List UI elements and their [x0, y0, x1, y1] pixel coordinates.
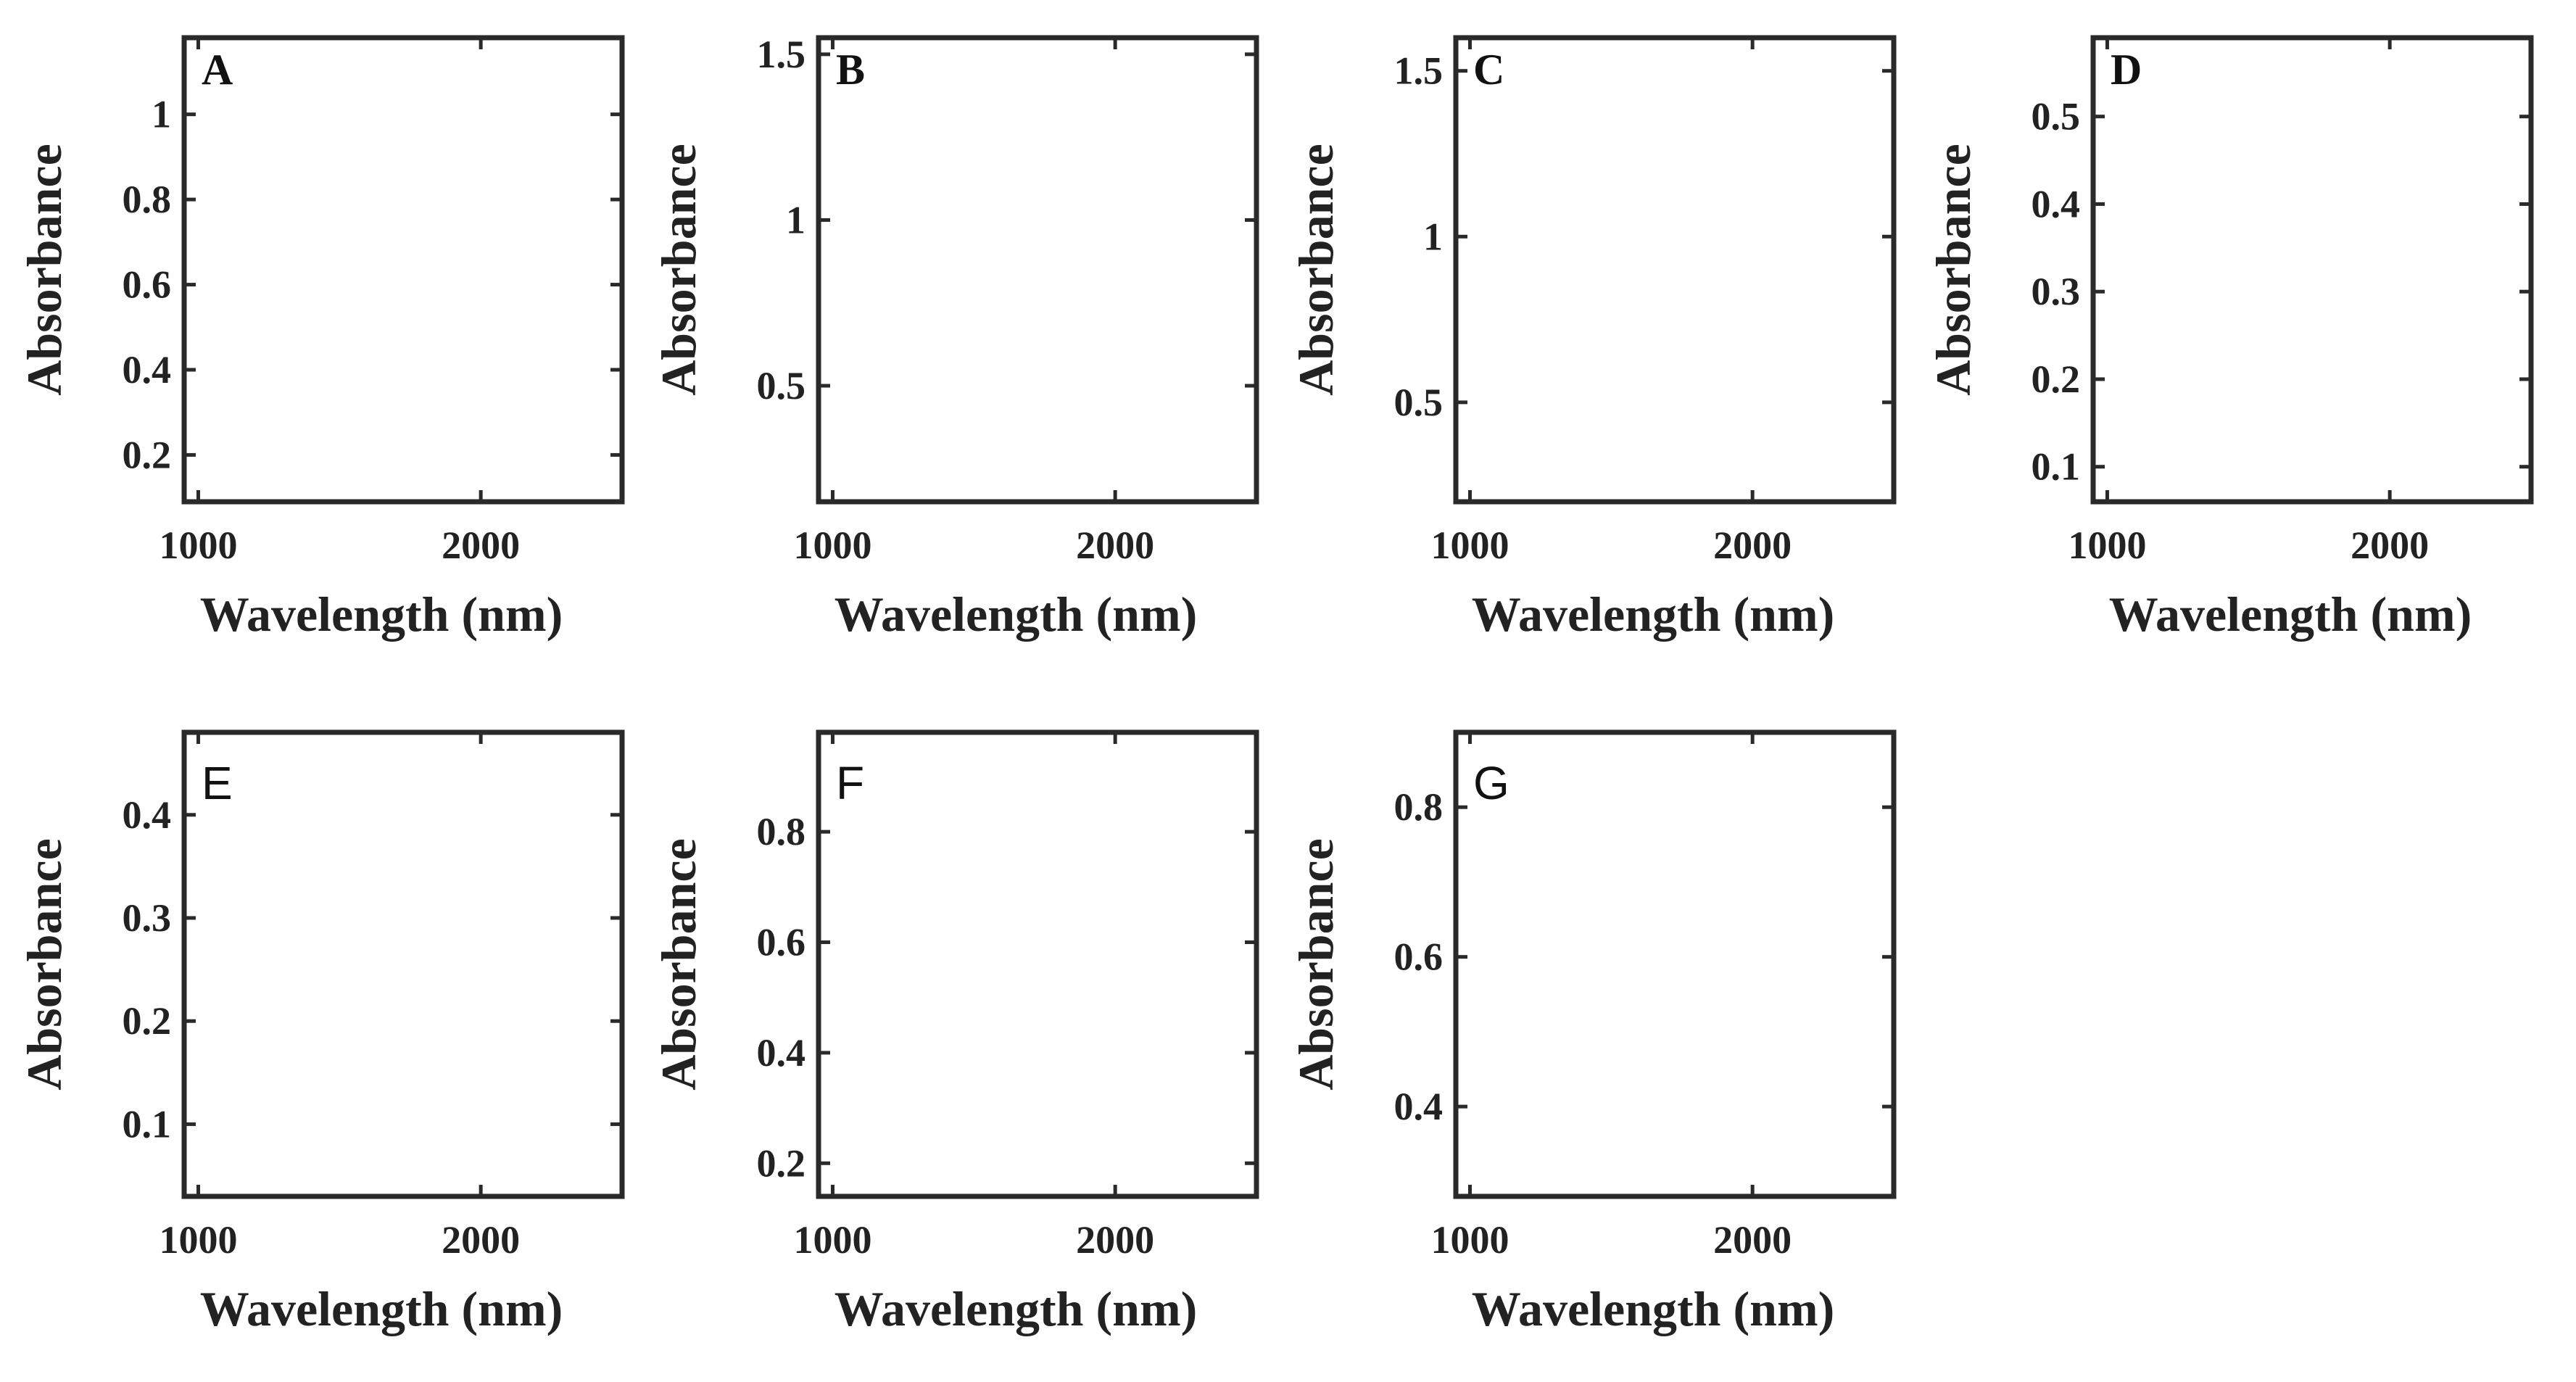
y-tick-label-D-2: 0.3	[2032, 270, 2081, 313]
panel-B: 1000 2000 0.5 1 1.5 Wavelength (nm) Absorbance…	[651, 33, 1259, 642]
x-tick-label-E-0: 1000	[159, 1218, 237, 1262]
y-tick-label-C-2: 1.5	[1394, 49, 1444, 93]
x-tick-label-B-1: 2000	[1076, 524, 1154, 567]
axes-frame-C	[1453, 35, 1897, 505]
x-tick-label-C-0: 1000	[1430, 524, 1509, 567]
panel-label-C: C	[1473, 46, 1504, 94]
y-tick-label-F-2: 0.6	[757, 921, 806, 964]
y-tick-label-D-4: 0.5	[2032, 95, 2081, 138]
panel-label-G: G	[1473, 757, 1509, 809]
panel-F: 1000 2000 0.2 0.4 0.6 0.8 Wavelength (nm) Absor…	[651, 729, 1259, 1336]
y-axis-title-A: Absorbance	[17, 144, 72, 396]
panel-A: 1000 2000 0.2 0.4 0.6 0.8 1 Wavelength (nm) Abso…	[17, 35, 625, 642]
y-tick-label-C-1: 1	[1423, 215, 1443, 258]
panel-label-E: E	[202, 757, 233, 809]
x-axis-title-E: Wavelength (nm)	[200, 1281, 563, 1336]
y-tick-label-E-3: 0.4	[123, 793, 172, 837]
y-axis-title-G: Absorbance	[1288, 838, 1343, 1091]
y-axis-title-F: Absorbance	[651, 838, 706, 1091]
x-axis-title-G: Wavelength (nm)	[1472, 1281, 1835, 1336]
y-tick-label-B-0: 0.5	[757, 364, 806, 407]
panel-C: 1000 2000 0.5 1 1.5 Wavelength (nm) Absorbance…	[1288, 35, 1897, 642]
y-axis-title-D: Absorbance	[1926, 144, 1981, 396]
axes-frame-D	[2090, 35, 2534, 505]
axes-frame-A	[181, 35, 625, 505]
axes-frame-F	[816, 729, 1259, 1199]
y-tick-label-G-0: 0.4	[1394, 1085, 1444, 1128]
y-tick-label-F-3: 0.8	[757, 810, 806, 853]
x-tick-label-G-0: 1000	[1430, 1218, 1509, 1262]
y-tick-label-B-2: 1.5	[757, 33, 806, 76]
x-tick-label-B-0: 1000	[793, 524, 871, 567]
y-axis-title-E: Absorbance	[17, 838, 72, 1091]
y-tick-label-F-0: 0.2	[757, 1141, 806, 1185]
y-tick-label-A-4: 1	[152, 93, 171, 136]
y-tick-label-E-0: 0.1	[123, 1102, 172, 1146]
y-tick-label-E-1: 0.2	[123, 999, 172, 1043]
axes-frame-G	[1453, 729, 1897, 1199]
y-tick-label-A-2: 0.6	[123, 263, 172, 307]
panel-D: 1000 2000 0.1 0.2 0.3 0.4 0.5 Wavelength (nm) Ab…	[1926, 35, 2534, 642]
y-tick-label-A-0: 0.2	[123, 433, 172, 476]
x-axis-title-C: Wavelength (nm)	[1472, 587, 1835, 642]
y-tick-label-A-3: 0.8	[123, 178, 172, 221]
x-axis-title-F: Wavelength (nm)	[834, 1281, 1198, 1336]
x-tick-label-F-1: 2000	[1076, 1218, 1154, 1262]
y-tick-label-G-2: 0.8	[1394, 785, 1444, 829]
y-axis-title-C: Absorbance	[1288, 144, 1343, 396]
panel-label-D: D	[2111, 46, 2142, 94]
y-tick-label-G-1: 0.6	[1394, 935, 1444, 979]
x-tick-label-D-1: 2000	[2351, 524, 2429, 567]
x-tick-label-A-1: 2000	[442, 524, 520, 567]
x-tick-label-E-1: 2000	[442, 1218, 520, 1262]
y-tick-label-E-2: 0.3	[123, 896, 172, 940]
y-tick-label-D-0: 0.1	[2032, 445, 2081, 489]
panel-label-B: B	[836, 46, 865, 94]
y-tick-label-C-0: 0.5	[1394, 381, 1444, 424]
x-axis-title-B: Wavelength (nm)	[834, 587, 1198, 642]
panel-label-A: A	[202, 46, 233, 94]
x-tick-label-A-0: 1000	[159, 524, 237, 567]
panel-G: 1000 2000 0.4 0.6 0.8 Wavelength (nm) Absorban…	[1288, 729, 1897, 1336]
x-axis-title-D: Wavelength (nm)	[2109, 587, 2472, 642]
y-tick-label-A-1: 0.4	[123, 348, 172, 392]
y-tick-label-D-1: 0.2	[2032, 357, 2081, 401]
y-tick-label-F-1: 0.4	[757, 1031, 806, 1075]
axes-frame-B	[816, 35, 1259, 505]
y-tick-label-B-1: 1	[786, 198, 805, 241]
x-tick-label-D-0: 1000	[2068, 524, 2146, 567]
x-tick-label-G-1: 2000	[1713, 1218, 1792, 1262]
panel-label-F: F	[836, 757, 864, 809]
y-axis-title-B: Absorbance	[651, 144, 706, 396]
x-tick-label-F-0: 1000	[793, 1218, 871, 1262]
x-axis-title-A: Wavelength (nm)	[200, 587, 563, 642]
panel-E: 1000 2000 0.1 0.2 0.3 0.4 Wavelength (nm) Absor…	[17, 729, 625, 1336]
y-tick-label-D-3: 0.4	[2032, 182, 2081, 225]
x-tick-label-C-1: 2000	[1713, 524, 1792, 567]
axes-frame-E	[181, 729, 625, 1199]
